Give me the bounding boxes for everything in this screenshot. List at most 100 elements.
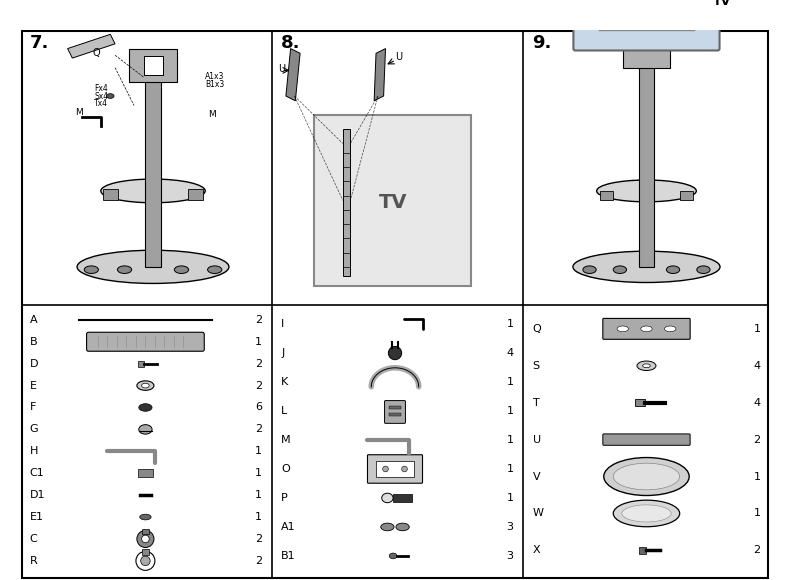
Ellipse shape (664, 326, 676, 332)
Text: U: U (532, 434, 540, 445)
Text: W: W (532, 509, 544, 519)
Text: TV: TV (713, 0, 732, 8)
Text: T: T (532, 398, 540, 408)
Text: K: K (281, 377, 288, 387)
Circle shape (141, 556, 150, 566)
Text: M: M (208, 110, 216, 119)
Ellipse shape (118, 266, 132, 274)
Text: O: O (281, 464, 290, 474)
Bar (103, 189, 118, 201)
Text: 2: 2 (255, 425, 262, 434)
Text: 1: 1 (754, 324, 760, 334)
Text: X: X (532, 545, 540, 556)
Text: 3: 3 (506, 551, 514, 561)
Text: A1: A1 (281, 522, 295, 532)
FancyBboxPatch shape (385, 401, 405, 423)
Bar (137, 469, 153, 477)
Bar (343, 129, 351, 276)
Text: P: P (281, 493, 288, 503)
Ellipse shape (107, 93, 114, 99)
Text: 7.: 7. (30, 34, 49, 52)
Circle shape (141, 535, 149, 543)
Ellipse shape (596, 180, 696, 202)
Ellipse shape (641, 326, 653, 332)
FancyBboxPatch shape (367, 455, 423, 483)
Ellipse shape (613, 463, 679, 490)
Ellipse shape (396, 523, 409, 531)
Ellipse shape (643, 364, 650, 368)
Text: A1x3: A1x3 (205, 72, 224, 81)
Polygon shape (374, 49, 386, 101)
Bar (623, 39, 670, 67)
Text: 6: 6 (255, 403, 262, 412)
Text: 1: 1 (255, 490, 262, 500)
Text: 2: 2 (255, 315, 262, 325)
Ellipse shape (613, 266, 626, 274)
Text: M: M (281, 435, 291, 445)
Bar (141, 549, 149, 555)
Polygon shape (68, 34, 115, 58)
Text: 3: 3 (506, 522, 514, 532)
Text: 4: 4 (753, 398, 760, 408)
Text: 2: 2 (255, 556, 262, 566)
Text: D: D (30, 358, 38, 369)
Circle shape (137, 531, 154, 548)
Bar (600, 191, 613, 201)
Text: 1: 1 (506, 435, 514, 445)
Ellipse shape (622, 505, 672, 522)
Ellipse shape (389, 553, 397, 559)
Text: 2: 2 (255, 534, 262, 544)
Text: 1: 1 (506, 319, 514, 329)
Ellipse shape (101, 179, 205, 203)
Bar (389, 406, 401, 409)
FancyBboxPatch shape (574, 0, 720, 50)
Text: Sx4: Sx4 (94, 92, 108, 101)
Text: J: J (281, 348, 284, 358)
Text: M: M (75, 108, 83, 117)
Bar (376, 461, 414, 477)
Ellipse shape (389, 346, 401, 360)
Text: 1: 1 (506, 406, 514, 416)
Text: Tx4: Tx4 (94, 99, 108, 108)
Bar (389, 413, 401, 416)
Text: 1: 1 (506, 377, 514, 387)
Bar (639, 63, 654, 267)
Text: G: G (30, 425, 38, 434)
Text: Q: Q (92, 48, 100, 59)
Text: 1: 1 (255, 337, 262, 347)
Ellipse shape (613, 500, 679, 527)
Ellipse shape (137, 381, 154, 390)
Ellipse shape (85, 266, 99, 274)
Text: U: U (395, 52, 402, 62)
Bar (137, 361, 144, 367)
Ellipse shape (401, 466, 408, 472)
Text: 2: 2 (255, 358, 262, 369)
Ellipse shape (573, 251, 720, 282)
Text: 1: 1 (255, 512, 262, 522)
Ellipse shape (140, 514, 151, 520)
Text: 2: 2 (753, 545, 760, 556)
Ellipse shape (175, 266, 189, 274)
Text: 4: 4 (506, 348, 514, 358)
Text: Fx4: Fx4 (94, 84, 108, 93)
Bar (145, 77, 160, 267)
Text: 2: 2 (255, 380, 262, 390)
Text: 9.: 9. (532, 34, 552, 52)
Text: F: F (30, 403, 36, 412)
Ellipse shape (617, 326, 629, 332)
Text: B1x3: B1x3 (205, 79, 224, 89)
Text: V: V (532, 472, 540, 481)
Ellipse shape (141, 383, 149, 388)
Bar (141, 528, 149, 534)
FancyBboxPatch shape (603, 434, 690, 445)
FancyBboxPatch shape (603, 318, 690, 339)
Text: C: C (30, 534, 37, 544)
Text: D1: D1 (30, 490, 45, 500)
Bar (635, 399, 645, 407)
Circle shape (136, 552, 155, 570)
Ellipse shape (139, 425, 152, 434)
Text: B: B (30, 337, 37, 347)
Text: R: R (30, 556, 37, 566)
Text: 1: 1 (506, 464, 514, 474)
Text: U: U (278, 64, 285, 74)
